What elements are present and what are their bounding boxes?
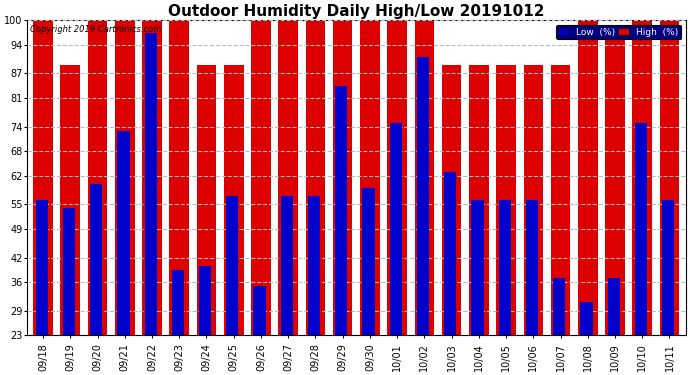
Bar: [471, 200, 484, 335]
Bar: [660, 20, 679, 335]
Bar: [281, 196, 293, 335]
Bar: [578, 20, 598, 335]
Bar: [142, 20, 161, 335]
Bar: [308, 196, 320, 335]
Bar: [417, 57, 429, 335]
Bar: [172, 270, 184, 335]
Bar: [607, 278, 620, 335]
Bar: [36, 200, 48, 335]
Bar: [90, 184, 102, 335]
Bar: [580, 303, 593, 335]
Bar: [251, 20, 270, 335]
Bar: [197, 65, 216, 335]
Bar: [117, 131, 130, 335]
Bar: [199, 266, 211, 335]
Bar: [61, 65, 80, 335]
Bar: [360, 20, 380, 335]
Bar: [499, 200, 511, 335]
Bar: [63, 209, 75, 335]
Bar: [524, 65, 543, 335]
Bar: [88, 20, 108, 335]
Bar: [635, 123, 647, 335]
Bar: [387, 20, 407, 335]
Bar: [526, 200, 538, 335]
Bar: [226, 196, 239, 335]
Bar: [551, 65, 571, 335]
Bar: [442, 65, 462, 335]
Text: Copyright 2019 Cartronics.com: Copyright 2019 Cartronics.com: [30, 25, 161, 34]
Bar: [333, 20, 353, 335]
Bar: [553, 278, 565, 335]
Bar: [335, 86, 348, 335]
Legend: Low  (%), High  (%): Low (%), High (%): [555, 25, 681, 39]
Bar: [362, 188, 375, 335]
Bar: [415, 20, 434, 335]
Bar: [662, 200, 674, 335]
Bar: [633, 20, 652, 335]
Bar: [605, 33, 625, 335]
Bar: [144, 33, 157, 335]
Bar: [224, 65, 244, 335]
Bar: [253, 286, 266, 335]
Bar: [469, 65, 489, 335]
Bar: [115, 20, 135, 335]
Bar: [278, 20, 298, 335]
Bar: [444, 172, 456, 335]
Bar: [33, 20, 53, 335]
Bar: [306, 20, 325, 335]
Bar: [170, 20, 189, 335]
Title: Outdoor Humidity Daily High/Low 20191012: Outdoor Humidity Daily High/Low 20191012: [168, 4, 544, 19]
Bar: [390, 123, 402, 335]
Bar: [496, 65, 516, 335]
